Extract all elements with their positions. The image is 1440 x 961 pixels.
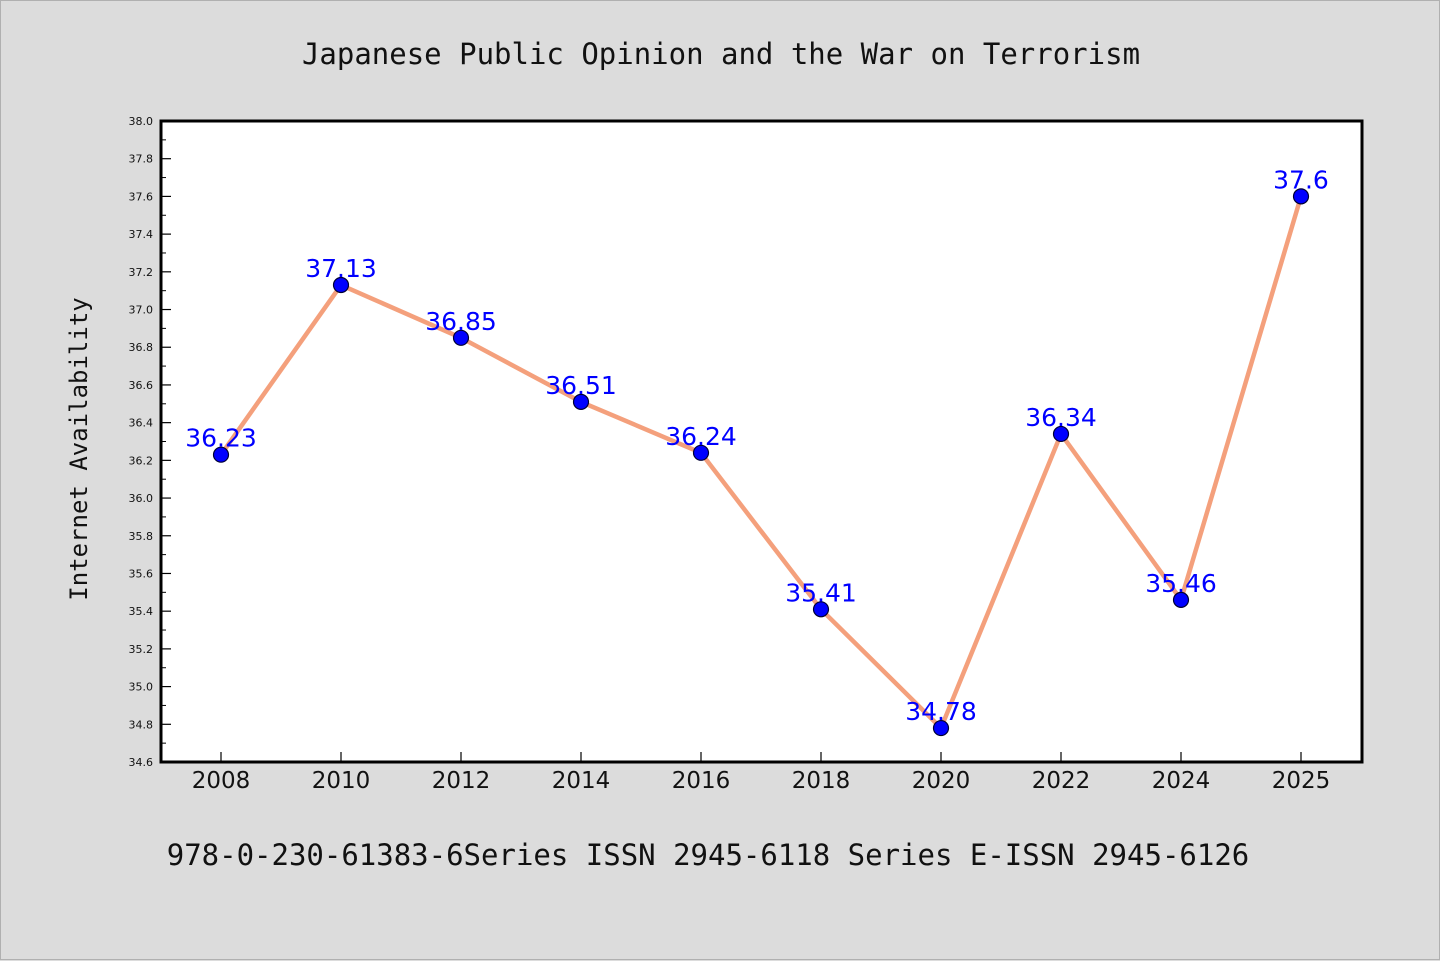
y-tick-label: 35.4	[129, 605, 154, 618]
y-tick-label: 36.0	[129, 492, 154, 505]
chart-title: Japanese Public Opinion and the War on T…	[302, 37, 1140, 71]
y-tick-label: 37.8	[129, 153, 154, 166]
data-point	[212, 446, 230, 463]
data-point	[452, 329, 470, 346]
y-tick-label: 37.0	[129, 304, 154, 317]
data-label: 36.51	[545, 371, 617, 400]
x-tick-label: 2014	[552, 768, 611, 794]
y-tick-label: 35.2	[129, 643, 154, 656]
y-tick-label: 38.0	[129, 115, 154, 128]
data-label: 34.78	[905, 697, 977, 726]
y-tick-label: 36.4	[129, 417, 154, 430]
x-axis: 2008 2010 2012 2014 2016 2018 2020 2022 2024 2025	[192, 752, 1331, 794]
y-tick-label: 35.8	[129, 530, 154, 543]
data-label: 36.85	[425, 307, 497, 336]
x-tick-label: 2022	[1032, 768, 1091, 794]
y-tick-label: 37.2	[129, 266, 154, 279]
footer-text: 978-0-230-61383-6Series ISSN 2945-6118 S…	[167, 838, 1250, 872]
y-tick-label: 36.8	[129, 341, 154, 354]
data-point	[932, 719, 950, 737]
y-axis: 34.6 34.8 35.0 35.2 35.4 35.6 35.8 36.0 36.2 36.4…	[129, 115, 171, 769]
data-point	[812, 601, 830, 618]
y-tick-label: 36.6	[129, 379, 154, 392]
series-line-group: 36.23 37.13 36.85 36.51 36.24 35.41 34.78 36.34…	[185, 165, 1329, 737]
data-label: 36.23	[185, 424, 257, 453]
data-point	[332, 276, 350, 294]
y-tick-label: 35.6	[129, 567, 154, 580]
x-tick-label: 2024	[1152, 768, 1211, 794]
data-label: 36.34	[1025, 403, 1097, 432]
y-tick-label: 34.8	[129, 718, 154, 731]
y-axis-label: Internet Availability	[65, 297, 93, 600]
data-label: 35.46	[1145, 569, 1217, 598]
data-label: 36.24	[665, 422, 737, 451]
data-point	[692, 444, 710, 461]
data-label: 35.41	[785, 578, 857, 607]
data-point	[572, 393, 590, 411]
x-tick-label: 2012	[432, 768, 491, 794]
x-tick-label: 2020	[912, 768, 971, 794]
plot-area	[161, 121, 1362, 762]
x-tick-label: 2018	[792, 768, 851, 794]
x-tick-label: 2010	[312, 768, 371, 794]
y-tick-label: 37.4	[129, 228, 154, 241]
y-tick-label: 37.6	[129, 190, 154, 203]
data-point	[1172, 591, 1190, 608]
x-tick-label: 2016	[672, 768, 731, 794]
y-tick-label: 34.6	[129, 756, 154, 769]
x-tick-label: 2008	[192, 768, 251, 794]
series-line	[218, 194, 1304, 731]
y-tick-label: 36.2	[129, 454, 154, 467]
data-label: 37.13	[305, 254, 377, 283]
x-tick-label: 2025	[1272, 768, 1331, 794]
data-label: 37.6	[1273, 165, 1329, 194]
data-point	[1052, 425, 1070, 443]
data-point	[1292, 188, 1310, 205]
y-tick-label: 35.0	[129, 681, 154, 694]
plot-frame	[159, 119, 1364, 764]
